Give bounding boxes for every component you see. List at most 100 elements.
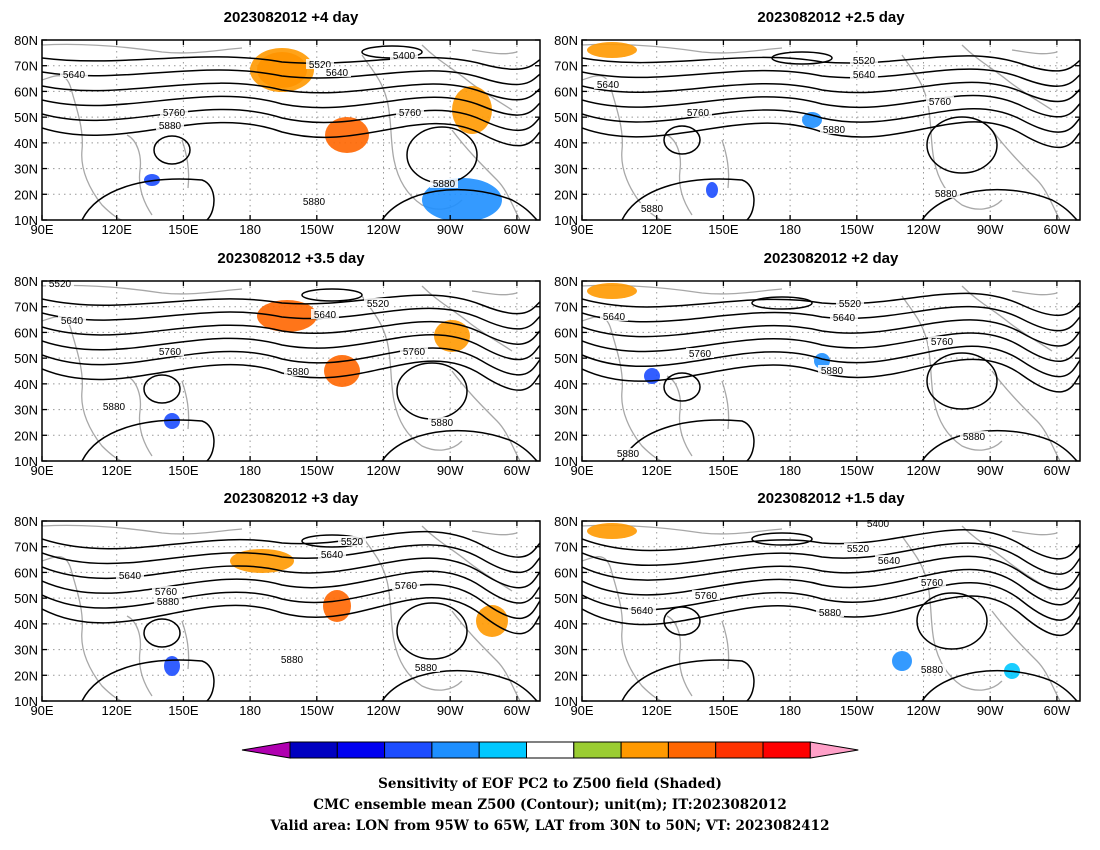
panel-title: 2023082012 +2.5 day <box>757 9 905 26</box>
lon-tick-label: 90W <box>437 703 464 718</box>
panel-title: 2023082012 +1.5 day <box>757 490 905 507</box>
colorbar-swatch <box>289 741 338 759</box>
lon-tick-label: 120W <box>907 222 942 237</box>
contour-label: 5880 <box>963 432 986 443</box>
lat-tick-label: 10N <box>554 213 578 228</box>
contour-label: 5880 <box>281 655 304 666</box>
lat-tick-label: 50N <box>554 110 578 125</box>
contour-label: 5880 <box>821 366 844 377</box>
lat-tick-label: 60N <box>554 325 578 340</box>
contour-label: 5640 <box>603 312 626 323</box>
contour-label: 5520 <box>839 299 862 310</box>
contour-label: 5880 <box>935 189 958 200</box>
lat-tick-label: 10N <box>554 694 578 709</box>
lon-tick-label: 60W <box>1044 463 1071 478</box>
lon-tick-label: 90W <box>437 222 464 237</box>
lat-tick-label: 30N <box>554 162 578 177</box>
lat-tick-label: 70N <box>554 540 578 555</box>
contour-label: 5760 <box>399 108 422 119</box>
contour-label: 5520 <box>49 279 72 290</box>
lon-tick-label: 120E <box>642 703 673 718</box>
contour-label: 5640 <box>63 70 86 81</box>
lat-tick-label: 40N <box>14 136 38 151</box>
colorbar-low-arrow <box>241 741 291 759</box>
lat-tick-label: 80N <box>554 514 578 529</box>
contour-label: 5880 <box>157 597 180 608</box>
figure-canvas: 2023082012 +4 day 5400 5520 5640 5640 5760 576… <box>14 9 1081 759</box>
lon-tick-label: 120W <box>367 463 402 478</box>
contour-label: 5760 <box>687 108 710 119</box>
contour-label: 5520 <box>367 299 390 310</box>
lon-tick-label: 120W <box>907 463 942 478</box>
z500-contours <box>582 529 1080 701</box>
lat-tick-label: 20N <box>14 187 38 202</box>
lat-tick-label: 40N <box>554 617 578 632</box>
lon-tick-label: 150E <box>708 703 739 718</box>
lat-tick-label: 50N <box>14 591 38 606</box>
lon-tick-label: 150E <box>168 463 199 478</box>
lon-tick-label: 150W <box>300 703 335 718</box>
panel-title: 2023082012 +4 day <box>224 9 359 26</box>
contour-label: 5880 <box>921 665 944 676</box>
map-panel: 2023082012 +2.5 day 5520 5640 5640 5760 5760 5… <box>554 9 1081 237</box>
colorbar-swatch <box>715 741 764 759</box>
lon-tick-label: 120W <box>907 703 942 718</box>
contour-label: 5400 <box>867 519 890 530</box>
lon-tick-label: 180 <box>239 703 261 718</box>
lat-tick-label: 70N <box>14 540 38 555</box>
lon-tick-label: 150W <box>840 222 875 237</box>
lon-tick-label: 150E <box>168 703 199 718</box>
lon-tick-label: 120E <box>102 703 133 718</box>
lat-tick-label: 50N <box>554 591 578 606</box>
lat-tick-label: 30N <box>14 643 38 658</box>
footer-line-2: CMC ensemble mean Z500 (Contour); unit(m… <box>313 797 787 813</box>
lon-tick-label: 150E <box>708 463 739 478</box>
lat-tick-label: 60N <box>14 325 38 340</box>
lon-tick-label: 60W <box>504 222 531 237</box>
lon-tick-label: 150E <box>168 222 199 237</box>
lat-tick-label: 40N <box>14 617 38 632</box>
colorbar-high-arrow <box>809 741 859 759</box>
lon-tick-label: 180 <box>779 222 801 237</box>
lat-tick-label: 30N <box>14 403 38 418</box>
lat-tick-label: 60N <box>14 84 38 99</box>
lat-tick-label: 30N <box>14 162 38 177</box>
contour-label: 5640 <box>326 68 349 79</box>
contour-label: 5760 <box>931 337 954 348</box>
contour-label: 5880 <box>287 367 310 378</box>
lat-tick-label: 40N <box>14 377 38 392</box>
lon-tick-label: 150W <box>300 463 335 478</box>
contour-label: 5880 <box>819 608 842 619</box>
lon-tick-label: 180 <box>239 222 261 237</box>
lat-tick-label: 80N <box>14 33 38 48</box>
lon-tick-label: 60W <box>504 703 531 718</box>
contour-label: 5760 <box>929 97 952 108</box>
contour-label: 5640 <box>878 556 901 567</box>
panel-frame <box>41 39 541 221</box>
lat-tick-label: 20N <box>554 187 578 202</box>
lon-tick-label: 90W <box>977 222 1004 237</box>
lat-tick-label: 70N <box>14 59 38 74</box>
lon-tick-label: 150W <box>300 222 335 237</box>
contour-label: 5760 <box>395 581 418 592</box>
contour-label: 5640 <box>631 606 654 617</box>
lon-tick-label: 90E <box>30 463 53 478</box>
lon-tick-label: 180 <box>779 703 801 718</box>
colorbar: -0.9-0.8-0.7-0.6-0.5-0.420.420.50.60.70.… <box>241 741 859 759</box>
contour-label: 5640 <box>833 313 856 324</box>
lon-tick-label: 150W <box>840 463 875 478</box>
panel-title: 2023082012 +2 day <box>764 250 899 267</box>
contour-label: 5880 <box>641 204 664 215</box>
map-panel: 2023082012 +1.5 day 5400 5520 5640 5640 5760 5… <box>554 490 1081 718</box>
colorbar-swatch <box>336 741 386 759</box>
lat-tick-label: 20N <box>14 668 38 683</box>
footer-line-3: Valid area: LON from 95W to 65W, LAT fro… <box>270 818 830 834</box>
lon-tick-label: 180 <box>239 463 261 478</box>
colorbar-swatch <box>384 741 433 759</box>
panel-title: 2023082012 +3 day <box>224 490 359 507</box>
contour-label: 5520 <box>853 56 876 67</box>
contour-label: 5760 <box>155 587 178 598</box>
contour-label: 5880 <box>433 179 456 190</box>
panel-frame <box>581 280 1081 462</box>
